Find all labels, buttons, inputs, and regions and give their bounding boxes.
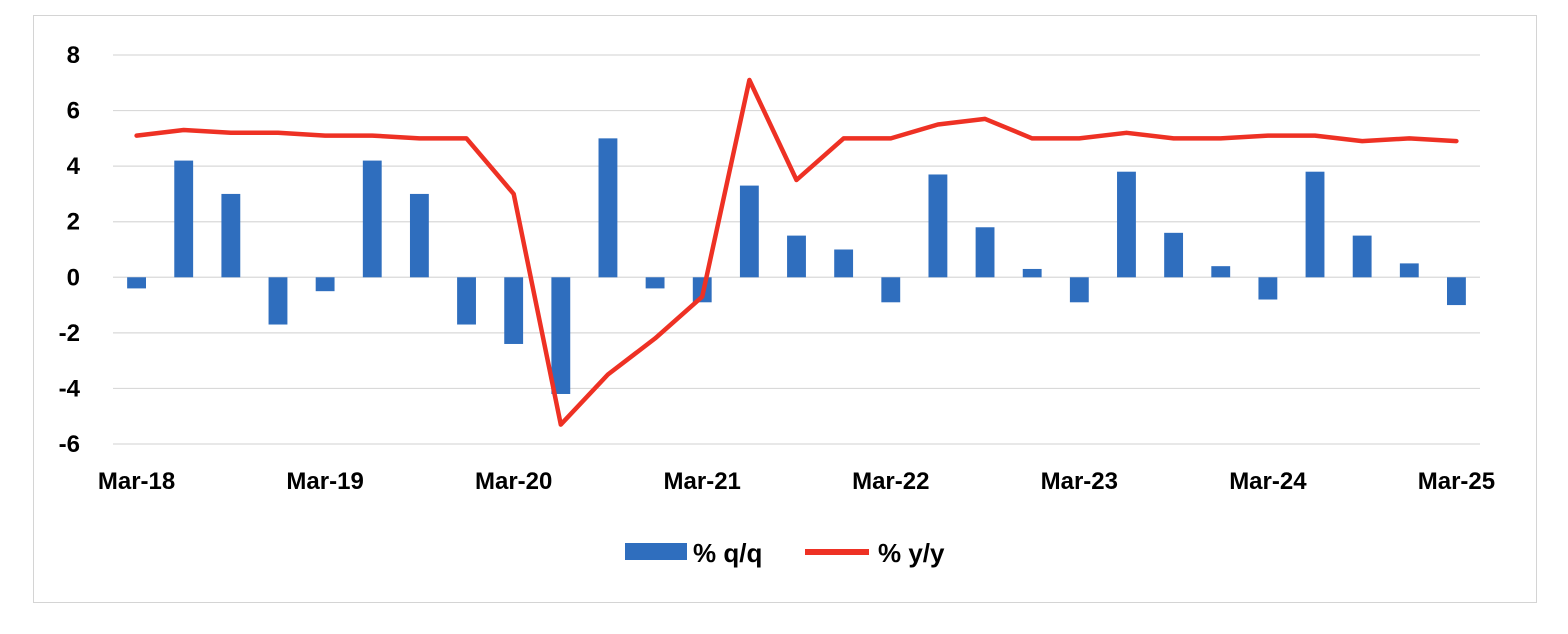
y-tick-label: 2 — [67, 209, 80, 236]
legend-swatch-q-q — [625, 543, 687, 560]
bar-q-q — [457, 277, 476, 325]
line-series — [134, 77, 1459, 427]
bar-q-q — [928, 174, 948, 278]
bar-q-q — [1305, 171, 1325, 278]
bar-q-q — [1164, 232, 1184, 278]
bar-q-q — [504, 277, 524, 344]
y-tick-label: -6 — [59, 431, 80, 458]
x-tick-label: Mar-18 — [98, 468, 175, 495]
x-tick-label: Mar-22 — [852, 468, 929, 495]
y-tick-label: 6 — [67, 98, 80, 125]
bar-q-q — [362, 160, 382, 278]
bar-q-q — [598, 138, 618, 278]
x-tick-label: Mar-20 — [475, 468, 552, 495]
bar-q-q — [834, 249, 854, 278]
bar-q-q — [645, 277, 665, 289]
bar-q-q — [268, 277, 288, 325]
x-tick-label: Mar-19 — [286, 468, 363, 495]
x-tick-label: Mar-24 — [1229, 468, 1307, 495]
bar-q-q — [881, 277, 901, 303]
bar-q-q — [127, 277, 146, 289]
bar-q-q — [1447, 277, 1466, 306]
bar-q-q — [221, 193, 241, 278]
x-axis-ticks: Mar-18 Mar-19 Mar-20 Mar-21 Mar-22 Mar-23 Mar-… — [98, 468, 1495, 495]
bar-q-q — [174, 160, 194, 278]
bar-q-q — [975, 227, 995, 278]
bar-q-q — [1022, 268, 1042, 278]
bar-q-q — [409, 193, 429, 278]
x-tick-label: Mar-21 — [664, 468, 741, 495]
bar-q-q — [1258, 277, 1278, 300]
y-tick-label: 0 — [67, 264, 80, 291]
x-tick-label: Mar-25 — [1418, 468, 1495, 495]
bar-series — [127, 138, 1466, 394]
y-tick-label: -2 — [59, 320, 80, 347]
y-tick-label: -4 — [59, 375, 81, 402]
bar-q-q — [1069, 277, 1089, 303]
bar-q-q — [551, 277, 571, 394]
legend: % q/q % y/y — [625, 538, 945, 568]
bar-q-q — [1352, 235, 1372, 278]
x-tick-label: Mar-23 — [1041, 468, 1118, 495]
legend-label-y-y: % y/y — [878, 538, 945, 568]
y-axis-ticks: 8 6 4 2 0 -2 -4 -6 — [59, 42, 81, 458]
bar-q-q — [787, 235, 806, 278]
legend-label-q-q: % q/q — [693, 538, 762, 568]
bar-q-q — [1211, 266, 1231, 278]
y-tick-label: 4 — [67, 153, 81, 180]
y-tick-label: 8 — [67, 42, 80, 69]
bar-q-q — [1117, 171, 1136, 278]
bar-q-q — [1399, 263, 1419, 278]
bar-q-q — [315, 277, 335, 292]
bar-q-q — [739, 185, 759, 278]
